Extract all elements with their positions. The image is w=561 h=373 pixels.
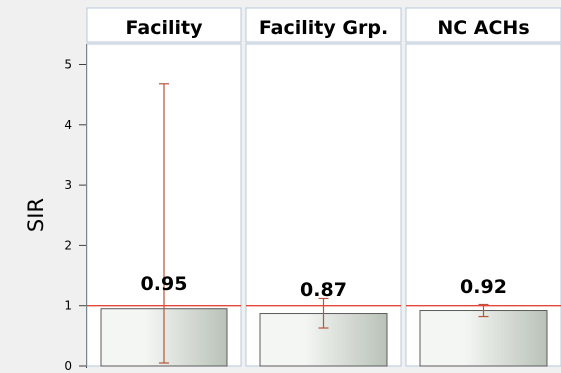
y-tick-label: 1 [64, 299, 72, 313]
value-label: 0.87 [300, 279, 347, 301]
panel-title-strip [245, 7, 402, 43]
y-axis-label: SIR [24, 198, 48, 232]
value-label: 0.92 [460, 276, 507, 298]
y-tick-label: 5 [64, 58, 72, 72]
panel-title-strip [86, 7, 242, 43]
panel-title: Facility [126, 17, 204, 39]
value-label: 0.95 [141, 273, 188, 295]
panels: Facility 0.95 Facility Grp. 0.87 NC ACHs 0.92 [86, 7, 561, 367]
panel-2: Facility Grp. 0.87 [245, 7, 402, 367]
y-tick-label: 2 [64, 238, 72, 252]
y-tick-label: 3 [64, 178, 72, 192]
panel-3: NC ACHs 0.92 [405, 7, 561, 367]
panel-title-strip [405, 7, 561, 43]
panel-1: Facility 0.95 [86, 7, 242, 367]
panel-title: NC ACHs [437, 17, 529, 39]
y-tick-label: 4 [64, 118, 72, 132]
panel-title: Facility Grp. [259, 17, 388, 39]
bar [419, 310, 548, 367]
y-tick-label: 0 [64, 359, 72, 373]
